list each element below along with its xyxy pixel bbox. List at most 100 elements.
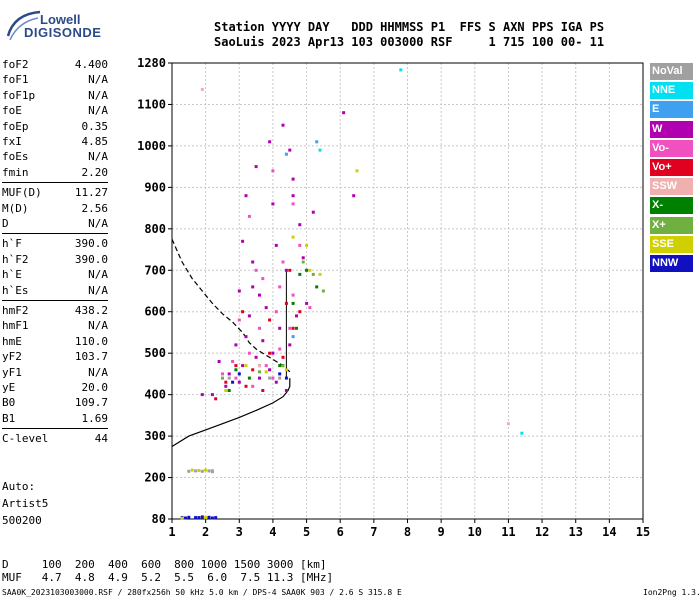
param-row-fof1p: foF1p N/A [2, 89, 108, 103]
echo-point [190, 468, 194, 472]
echo-point [291, 293, 295, 297]
legend-item-nne: NNE [650, 82, 693, 100]
muf-table-distance: D 100 200 400 600 800 1000 1500 3000 [km… [2, 558, 327, 571]
echo-point [305, 301, 309, 305]
param-separator [2, 428, 108, 430]
echo-point [237, 318, 241, 322]
echo-point [204, 516, 208, 520]
echo-point [506, 422, 510, 426]
echo-point [288, 343, 292, 347]
header-line-2: SaoLuis 2023 Apr13 103 003000 RSF 1 715 … [214, 35, 605, 49]
param-row-fof2: foF2 4.400 [2, 58, 108, 72]
param-value: 2.56 [81, 201, 109, 215]
echo-point [318, 148, 322, 152]
param-value: N/A [88, 283, 108, 297]
echo-point [251, 384, 255, 388]
param-row-d: D N/A [2, 217, 108, 231]
echo-point [258, 293, 261, 297]
echo-point [237, 380, 241, 384]
param-row-b1: B1 1.69 [2, 412, 108, 426]
echo-point [264, 364, 268, 368]
param-name: h`F [2, 237, 22, 251]
param-name: fmin [2, 165, 29, 179]
echo-point [251, 285, 255, 289]
param-name: foEp [2, 119, 29, 133]
param-row-h-es: h`Es N/A [2, 284, 108, 298]
param-name: B1 [2, 411, 16, 425]
echo-point [197, 469, 201, 472]
param-value: N/A [88, 88, 108, 102]
echo-point [271, 169, 275, 173]
echo-point [210, 393, 214, 397]
echo-point [244, 335, 248, 339]
echo-point [288, 148, 292, 152]
echo-point [298, 272, 302, 276]
param-name: h`E [2, 268, 22, 282]
echo-point [278, 347, 282, 351]
echo-point [520, 431, 524, 435]
echo-point [234, 376, 238, 380]
echo-point [301, 256, 305, 260]
echo-point [261, 389, 265, 392]
echo-point [194, 469, 198, 473]
echo-point [207, 515, 211, 519]
echo-point [221, 376, 224, 380]
param-row-foe: foE N/A [2, 104, 108, 118]
param-value: 0.35 [81, 119, 109, 133]
param-name: yF2 [2, 350, 22, 364]
echo-point [204, 468, 208, 472]
echo-point [288, 268, 292, 272]
param-value: N/A [88, 365, 108, 379]
echo-point [258, 370, 261, 374]
param-row-hmf1: hmF1 N/A [2, 319, 108, 333]
x-tick-label: 2 [202, 525, 209, 539]
echo-point [244, 384, 248, 388]
param-row-c-level: C-level 44 [2, 432, 108, 446]
param-name: hmF1 [2, 319, 29, 333]
param-row-foep: foEp 0.35 [2, 120, 108, 134]
param-name: D [2, 217, 9, 230]
echo-point [241, 364, 245, 368]
echo-point [311, 272, 315, 276]
legend-item-x-: X- [650, 197, 693, 215]
param-value: 11.27 [74, 186, 108, 200]
echo-point [274, 243, 278, 247]
echo-point [264, 370, 268, 374]
echo-point [210, 516, 214, 520]
echo-point [227, 372, 231, 376]
param-separator [2, 182, 108, 184]
lowell-logo-swoosh-icon [6, 10, 41, 41]
echo-point [271, 202, 275, 206]
x-tick-label: 6 [337, 525, 344, 539]
param-value: 110.0 [74, 334, 108, 348]
echo-point [244, 364, 248, 368]
echo-point [251, 368, 255, 372]
echo-point [200, 88, 204, 91]
echo-point [308, 306, 312, 310]
echo-point [284, 268, 288, 272]
param-value: 438.2 [74, 304, 108, 317]
echo-point [231, 380, 235, 384]
x-tick-label: 7 [370, 525, 377, 539]
param-name: MUF(D) [2, 186, 42, 200]
auto-label: Auto: [2, 480, 36, 493]
echo-point [298, 310, 302, 314]
param-value: 20.0 [81, 381, 109, 394]
x-tick-label: 11 [501, 525, 515, 539]
echo-point [227, 376, 231, 380]
echo-point [355, 169, 359, 173]
echo-point [278, 285, 282, 289]
y-tick-label: 500 [144, 346, 166, 360]
profile-curve [171, 378, 291, 448]
echo-point [318, 272, 322, 276]
echo-point [264, 306, 268, 310]
param-row-m-d-: M(D) 2.56 [2, 202, 108, 216]
echo-point [258, 364, 261, 368]
echo-point [268, 140, 272, 144]
echo-point [284, 301, 288, 305]
echo-point [305, 268, 309, 272]
echo-point [231, 360, 235, 363]
y-tick-label: 300 [144, 429, 166, 443]
echo-point [221, 372, 224, 376]
param-row-hme: hmE 110.0 [2, 335, 108, 349]
